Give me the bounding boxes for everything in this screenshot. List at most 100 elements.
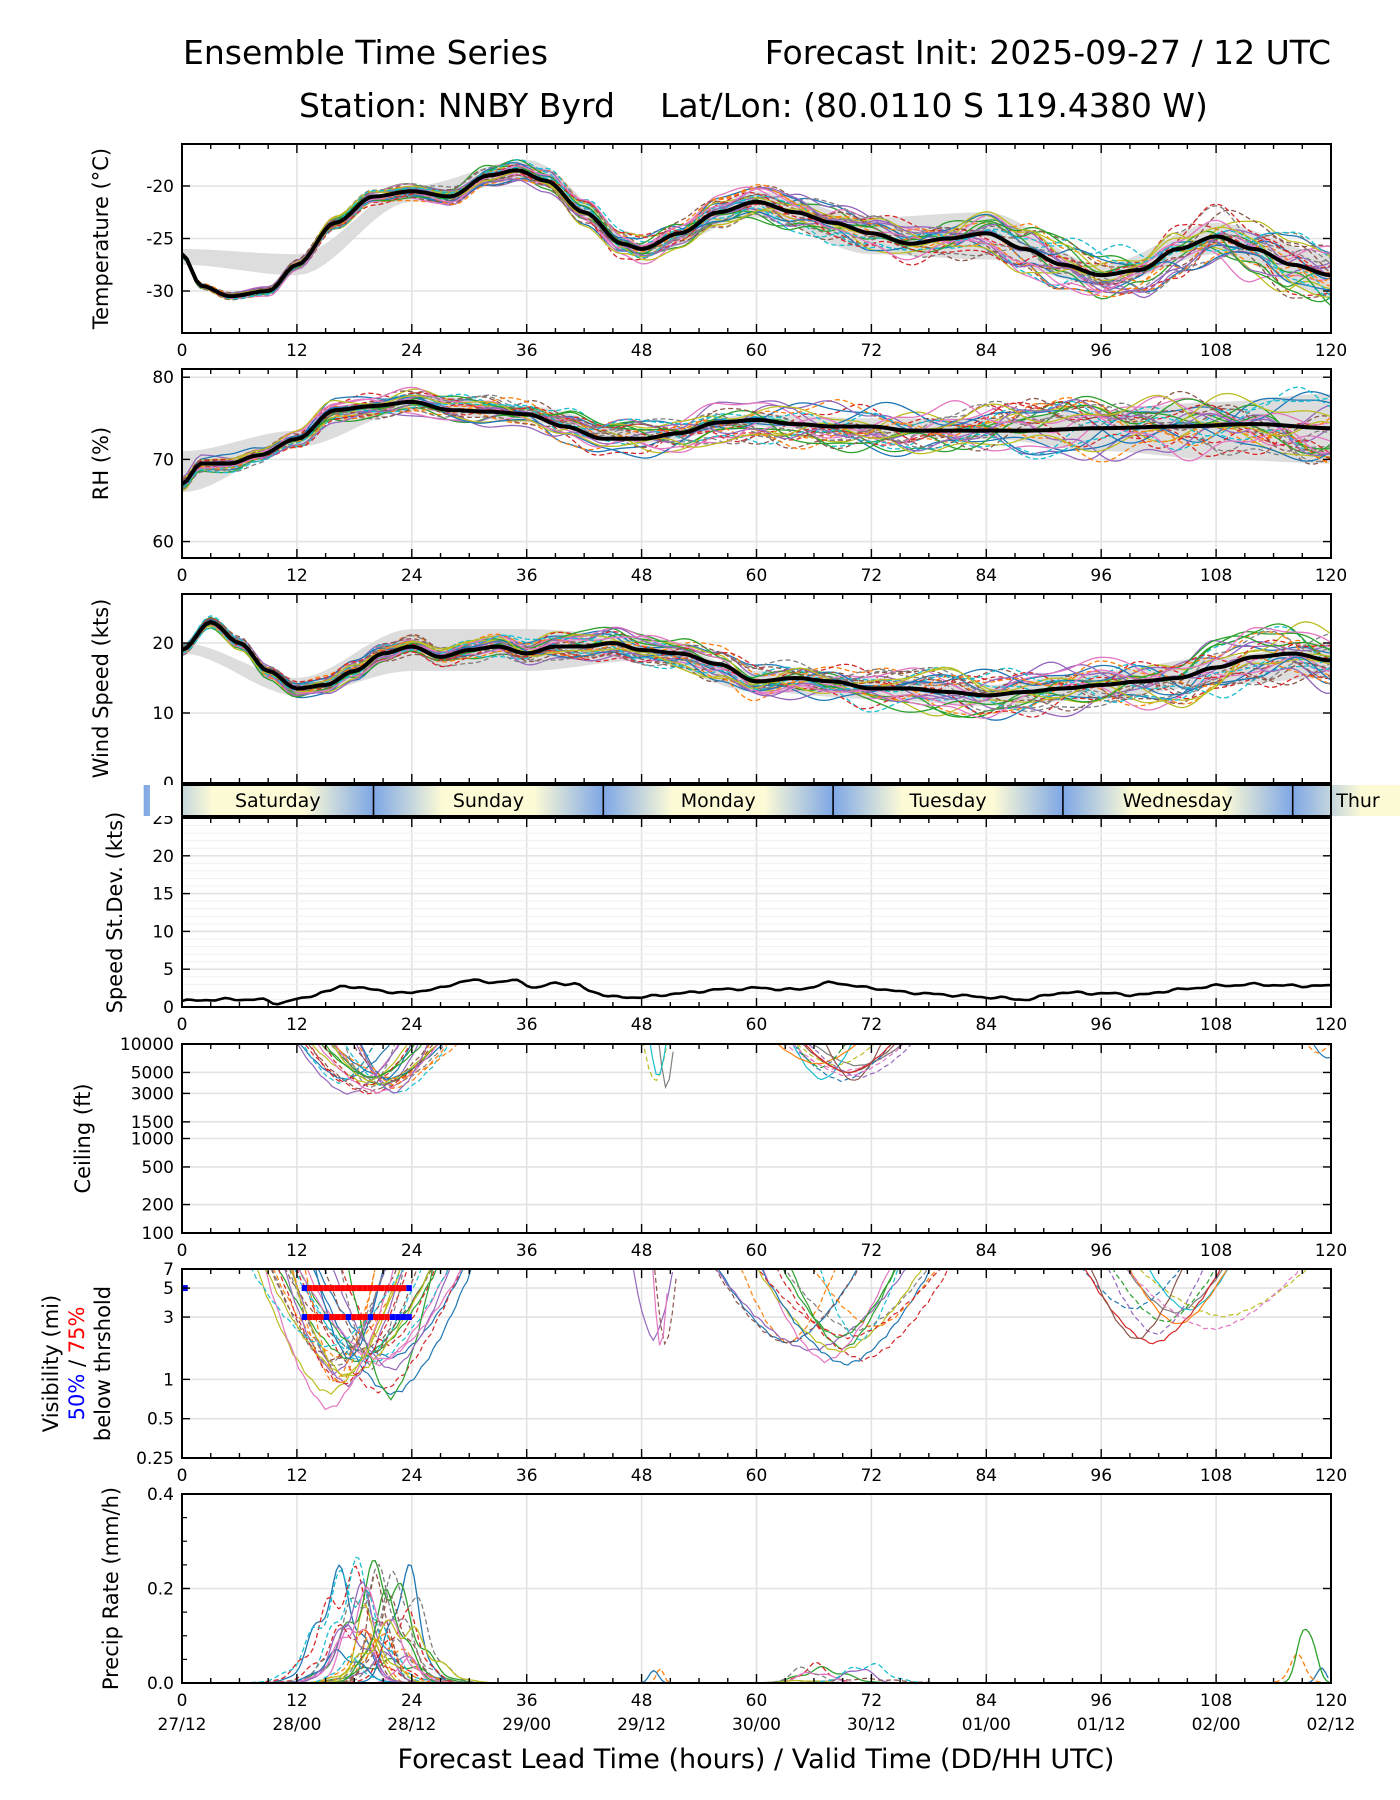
wind_speed-member-line <box>182 617 1331 712</box>
wind_speed-y-tick-label: 20 <box>152 634 174 654</box>
visibility-member-line <box>289 1269 401 1376</box>
wind_speed-member-line <box>182 622 1331 712</box>
visibility-member-line <box>755 1269 941 1340</box>
temperature-x-tick-label: 0 <box>177 341 188 361</box>
precip-member-line <box>756 1666 852 1683</box>
ceiling-x-tick-label: 72 <box>861 1241 883 1261</box>
rh-member-line <box>182 395 1331 490</box>
precip_rate-grid <box>181 1493 1332 1684</box>
ceiling-y-tick-label: 10000 <box>120 1035 174 1055</box>
visibility-y-label-2: below thrshold <box>91 1286 115 1441</box>
visibility-member-line <box>783 1269 929 1332</box>
ceiling-member-line <box>791 1044 905 1077</box>
day-band <box>1062 785 1293 816</box>
visibility-member-line <box>264 1269 394 1411</box>
visibility-member-line <box>340 1269 405 1371</box>
speed_stdev-grid <box>181 817 1332 1008</box>
ceiling-x-tick-label: 24 <box>401 1241 423 1261</box>
temperature-mean-line <box>182 168 1331 299</box>
visibility-x-tick-label: 0 <box>177 1466 188 1486</box>
ceiling-x-tick-label: 108 <box>1200 1241 1232 1261</box>
valid-time-label: 27/12 <box>158 1715 207 1735</box>
visibility-members <box>250 1269 1308 1411</box>
bottom-x-tick-label: 24 <box>401 1691 423 1711</box>
ceiling-member-line <box>320 1044 423 1078</box>
latlon-label: Lat/Lon: (80.0110 S 119.4380 W) <box>660 86 1208 125</box>
day-label: Wednesday <box>1123 790 1233 812</box>
day-label: Thur <box>1335 790 1380 812</box>
day-band <box>373 785 604 816</box>
bottom-x-tick-label: 60 <box>746 1691 768 1711</box>
ceiling-member-line <box>803 1044 893 1073</box>
ceiling-y-tick-label: 3000 <box>131 1084 174 1104</box>
speed_stdev-x-tick-label: 0 <box>177 1015 188 1035</box>
ceiling-member-line <box>303 1044 437 1095</box>
rh-x-tick-label: 24 <box>401 566 423 586</box>
temperature-x-tick-label: 96 <box>1090 341 1112 361</box>
visibility-member-line <box>1107 1269 1204 1336</box>
rh-grid <box>181 369 1332 558</box>
visibility-member-line <box>1138 1269 1308 1318</box>
ceiling-member-line <box>316 1044 440 1094</box>
ceiling-y-tick-label: 500 <box>142 1158 174 1178</box>
wind_speed-member-line <box>182 622 1331 716</box>
rh-y-tick-label: 80 <box>152 368 174 388</box>
temperature-x-tick-label: 60 <box>746 341 768 361</box>
visibility-member-line <box>1082 1269 1181 1310</box>
rh-x-tick-label: 0 <box>177 566 188 586</box>
visibility-member-line <box>715 1269 859 1345</box>
precip-member-line <box>290 1619 504 1683</box>
ceiling-members <box>296 1044 1331 1095</box>
temperature-member-line <box>182 171 1331 300</box>
visibility-y-tick-label: 5 <box>163 1279 174 1299</box>
visibility-member-line <box>296 1269 462 1394</box>
ceiling-panel: 0 12 24 36 48 60 72 84 96 108 120 100 200 500 10001500… <box>71 1035 1347 1261</box>
precip-member-line <box>313 1638 437 1683</box>
visibility-member-line <box>298 1269 438 1357</box>
visibility-member-line <box>291 1269 376 1383</box>
temperature-y-tick-label: -20 <box>146 177 174 197</box>
precip-members <box>243 1556 1330 1683</box>
header: Ensemble Time Series Forecast Init: 2025… <box>183 33 1331 125</box>
wind_speed-member-line <box>182 620 1331 703</box>
speed_stdev-x-tick-label: 48 <box>631 1015 653 1035</box>
temperature-x-tick-label: 12 <box>286 341 308 361</box>
visibility-member-line <box>297 1269 463 1360</box>
ceiling-y-tick-label: 100 <box>142 1224 174 1244</box>
temperature-y-tick-label: -25 <box>146 230 174 250</box>
visibility-member-line <box>654 1269 677 1346</box>
day-bar-frame <box>181 784 1332 817</box>
visibility-member-line <box>250 1269 404 1348</box>
visibility-threshold-legend: 50% / 75% <box>65 1307 89 1421</box>
precip-member-line <box>353 1564 458 1683</box>
rh-member-line <box>182 392 1331 488</box>
visibility-x-tick-label: 72 <box>861 1466 883 1486</box>
ceiling-member-line <box>330 1044 446 1088</box>
wind_speed-member-line <box>182 623 1331 705</box>
precip-member-line <box>273 1648 409 1683</box>
visibility-member-line <box>717 1269 859 1344</box>
ceiling-member-line <box>658 1044 674 1090</box>
visibility-y-tick-label: 7 <box>163 1260 174 1280</box>
valid-time-label: 30/00 <box>732 1715 781 1735</box>
wind_speed-member-line <box>182 624 1331 718</box>
visibility-member-line <box>278 1269 409 1385</box>
visibility-member-line <box>1125 1269 1224 1314</box>
wind_speed-mean-line <box>182 619 1331 698</box>
bottom-x-tick-label: 84 <box>975 1691 997 1711</box>
visibility-member-line <box>298 1269 422 1362</box>
day-band <box>833 785 1063 816</box>
valid-time-label: 01/12 <box>1077 1715 1126 1735</box>
rh-x-tick-label: 60 <box>746 566 768 586</box>
rh-mean-line <box>182 399 1331 486</box>
valid-time-label: 29/12 <box>617 1715 666 1735</box>
speed_stdev-y-tick-label: 5 <box>163 960 174 980</box>
temperature-x-tick-label: 84 <box>975 341 997 361</box>
ceiling-member-line <box>355 1044 419 1085</box>
visibility-member-line <box>819 1269 899 1341</box>
visibility-y-tick-label: 0.25 <box>136 1449 174 1469</box>
rh-member-line <box>182 397 1331 484</box>
day-label: Sunday <box>453 790 524 812</box>
rh-x-tick-label: 72 <box>861 566 883 586</box>
